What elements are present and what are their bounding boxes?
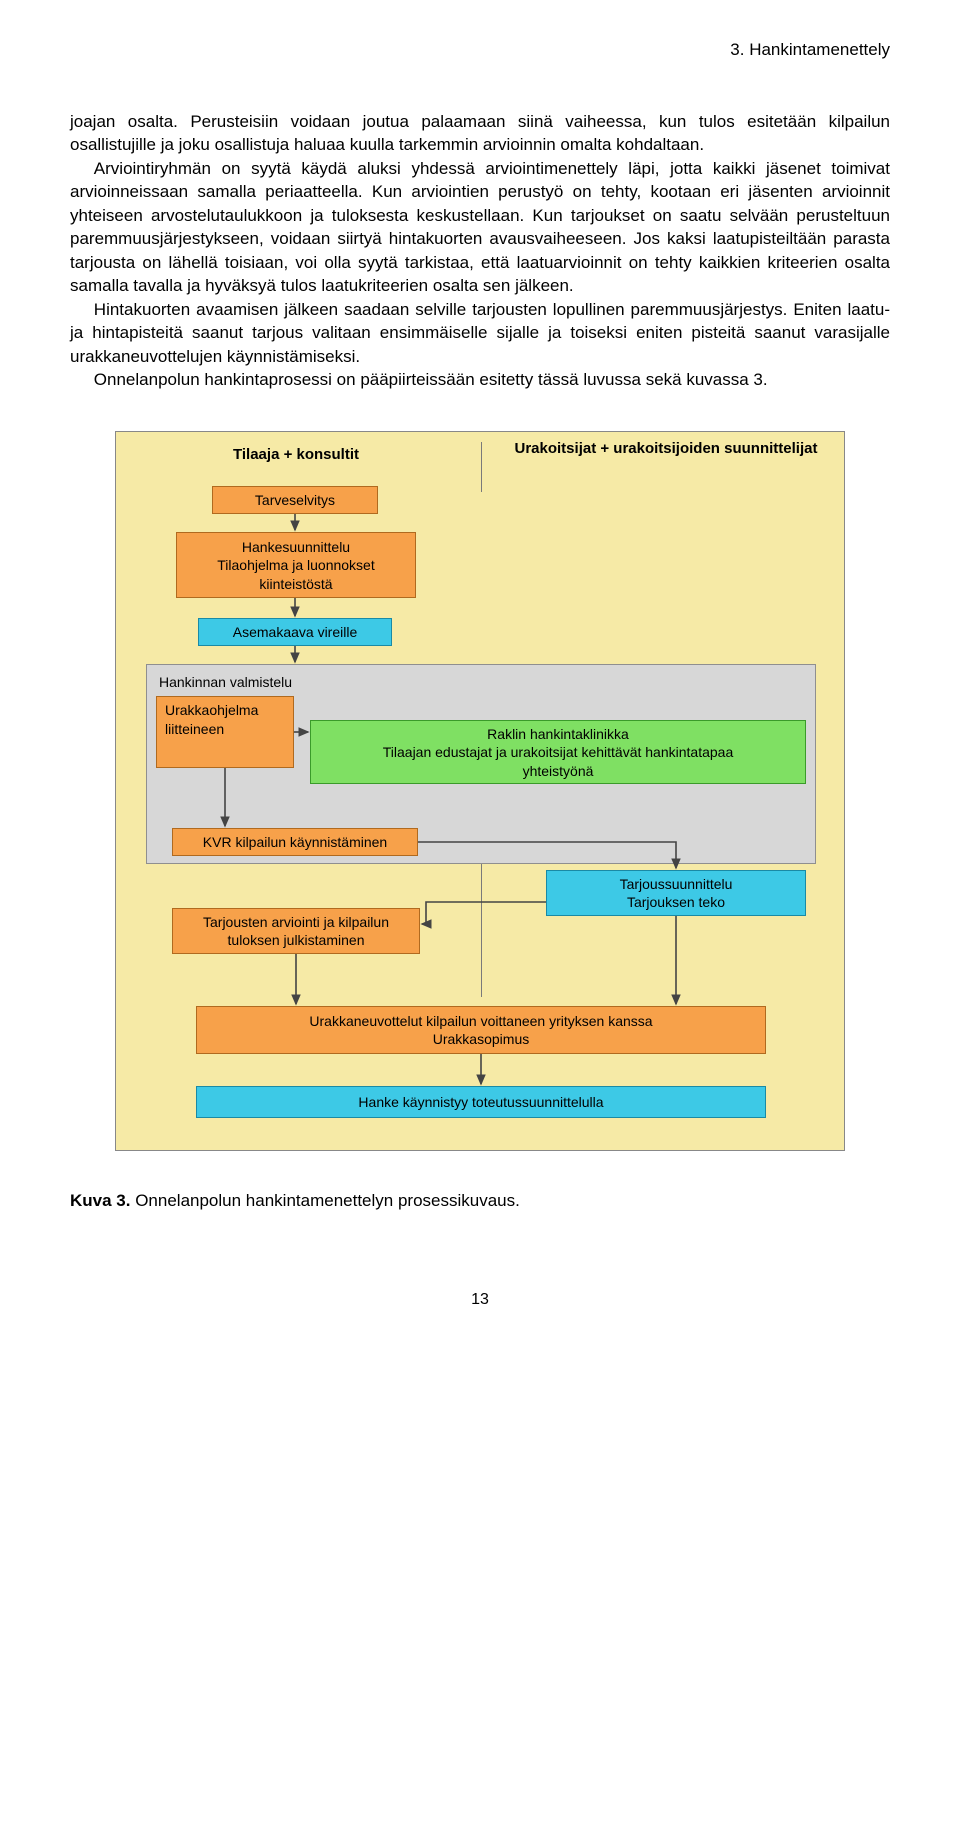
paragraph-3: Hintakuorten avaamisen jälkeen saadaan s… <box>70 298 890 368</box>
paragraph-1: joajan osalta. Perusteisiin voidaan jout… <box>70 110 890 157</box>
col-header-left: Tilaaja + konsultit <box>146 446 446 463</box>
column-divider <box>481 442 482 492</box>
page-number: 13 <box>70 1291 890 1309</box>
body-text: joajan osalta. Perusteisiin voidaan jout… <box>70 110 890 391</box>
process-diagram: Tilaaja + konsultit Urakoitsijat + urako… <box>115 431 845 1151</box>
box-asemakaava: Asemakaava vireille <box>198 618 392 646</box>
box-tarveselvitys: Tarveselvitys <box>212 486 378 514</box>
section-header: 3. Hankintamenettely <box>70 40 890 60</box>
col-header-right: Urakoitsijat + urakoitsijoiden suunnitte… <box>506 440 826 457</box>
panel-hankinnan-label: Hankinnan valmistelu <box>159 673 292 691</box>
paragraph-2: Arviointiryhmän on syytä käydä aluksi yh… <box>70 157 890 298</box>
box-arviointi: Tarjousten arviointi ja kilpailun tuloks… <box>172 908 420 954</box>
box-raklin: Raklin hankintaklinikka Tilaajan edustaj… <box>310 720 806 784</box>
paragraph-4: Onnelanpolun hankintaprosessi on pääpiir… <box>70 368 890 391</box>
box-urakkaohjelma: Urakkaohjelma liitteineen <box>156 696 294 768</box>
box-hanke-kaynnistyy: Hanke käynnistyy toteutussuunnittelulla <box>196 1086 766 1118</box>
caption-label: Kuva 3. <box>70 1191 130 1210</box>
box-kvr: KVR kilpailun käynnistäminen <box>172 828 418 856</box>
figure-caption: Kuva 3. Onnelanpolun hankintamenettelyn … <box>70 1191 890 1211</box>
box-urakkaneuvottelut: Urakkaneuvottelut kilpailun voittaneen y… <box>196 1006 766 1054</box>
box-tarjoussuunnittelu: Tarjoussuunnittelu Tarjouksen teko <box>546 870 806 916</box>
box-hankesuunnittelu: Hankesuunnittelu Tilaohjelma ja luonnoks… <box>176 532 416 598</box>
caption-text: Onnelanpolun hankintamenettelyn prosessi… <box>130 1191 519 1210</box>
